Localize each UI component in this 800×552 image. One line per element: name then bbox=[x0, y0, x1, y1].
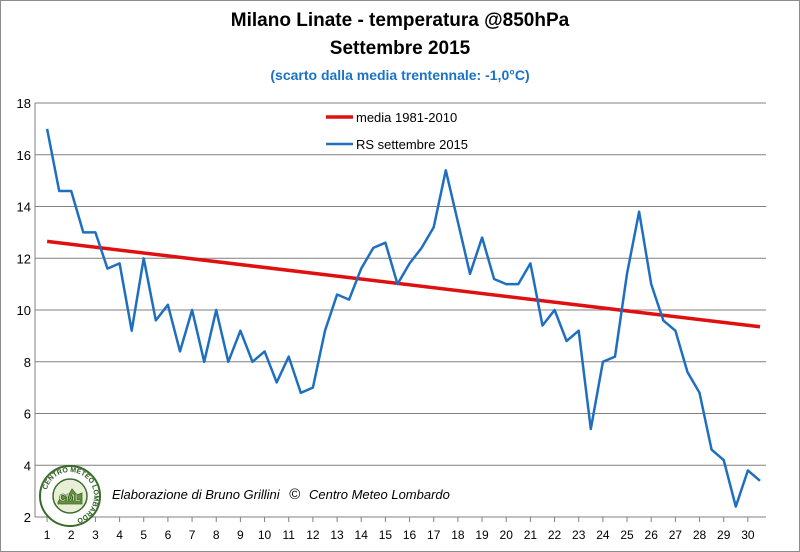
y-tick-label: 16 bbox=[17, 148, 31, 163]
chart-anomaly-note: (scarto dalla media trentennale: -1,0°C) bbox=[270, 67, 530, 83]
legend-label-rs: RS settembre 2015 bbox=[356, 137, 468, 152]
x-tick-label: 5 bbox=[140, 528, 147, 542]
credit-line: Elaborazione di Bruno Grillini © Centro … bbox=[112, 486, 450, 503]
copyright-icon: © bbox=[289, 486, 301, 503]
x-tick-label: 29 bbox=[717, 528, 731, 542]
x-tick-label: 12 bbox=[306, 528, 320, 542]
x-tick-label: 28 bbox=[693, 528, 707, 542]
x-tick-label: 30 bbox=[741, 528, 755, 542]
cml-logo: CENTRO METEO LOMBARDO CML bbox=[39, 465, 101, 527]
x-tick-label: 11 bbox=[283, 528, 296, 542]
media-series-line bbox=[46, 239, 761, 329]
logo-center-text: CML bbox=[59, 493, 81, 504]
x-tick-label: 27 bbox=[669, 528, 683, 542]
x-tick-label: 18 bbox=[451, 528, 465, 542]
x-tick-label: 21 bbox=[524, 528, 538, 542]
chart-subtitle: Settembre 2015 bbox=[329, 38, 471, 59]
x-tick-label: 20 bbox=[500, 528, 514, 542]
y-tick-label: 10 bbox=[17, 303, 31, 318]
y-tick-label: 14 bbox=[17, 200, 31, 215]
x-tick-label: 2 bbox=[68, 528, 75, 542]
x-tick-label: 9 bbox=[237, 528, 244, 542]
y-tick-label: 4 bbox=[24, 458, 31, 473]
x-tick-label: 15 bbox=[379, 528, 393, 542]
x-tick-label: 17 bbox=[427, 528, 441, 542]
x-tick-label: 19 bbox=[475, 528, 489, 542]
x-tick-label: 6 bbox=[165, 528, 172, 542]
series-lines bbox=[45, 128, 761, 508]
legend: media 1981-2010 RS settembre 2015 bbox=[326, 110, 468, 152]
x-tick-label: 1 bbox=[44, 528, 51, 542]
x-tick-label: 22 bbox=[548, 528, 562, 542]
x-tick-label: 16 bbox=[403, 528, 417, 542]
x-tick-label: 3 bbox=[92, 528, 99, 542]
y-tick-label: 6 bbox=[24, 407, 31, 422]
rs-series-line bbox=[45, 128, 761, 508]
y-tick-label: 18 bbox=[17, 96, 31, 111]
x-tick-label: 4 bbox=[116, 528, 123, 542]
x-tick-label: 7 bbox=[189, 528, 196, 542]
legend-label-media: media 1981-2010 bbox=[356, 110, 457, 125]
x-tick-label: 10 bbox=[258, 528, 272, 542]
y-tick-label: 8 bbox=[24, 355, 31, 370]
x-tick-label: 13 bbox=[330, 528, 344, 542]
x-tick-label: 26 bbox=[645, 528, 659, 542]
x-tick-label: 23 bbox=[572, 528, 586, 542]
x-tick-label: 8 bbox=[213, 528, 220, 542]
credit-author: Elaborazione di Bruno Grillini bbox=[112, 487, 280, 502]
y-tick-label: 2 bbox=[24, 510, 31, 525]
x-tick-label: 24 bbox=[596, 528, 610, 542]
y-tick-label: 12 bbox=[17, 251, 31, 266]
credit-org: Centro Meteo Lombardo bbox=[308, 487, 450, 502]
chart-title: Milano Linate - temperatura @850hPa bbox=[230, 10, 570, 31]
x-tick-label: 14 bbox=[355, 528, 369, 542]
x-tick-label: 25 bbox=[620, 528, 634, 542]
grid-lines bbox=[35, 102, 766, 518]
